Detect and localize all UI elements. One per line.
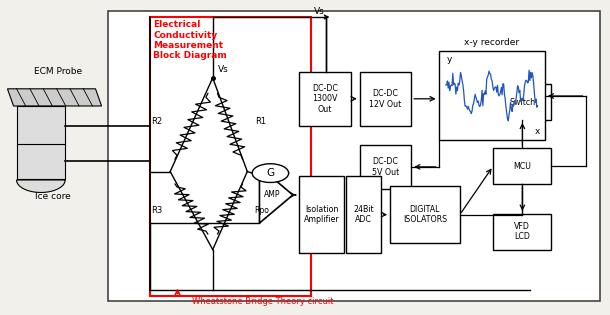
Text: R2: R2 [151,117,162,126]
Polygon shape [259,167,293,223]
Text: y: y [447,54,452,64]
Text: Wheatstone Bridge Theory circuit: Wheatstone Bridge Theory circuit [192,297,333,306]
Bar [439,51,545,140]
Bar [346,176,381,253]
Text: Vs: Vs [314,7,325,16]
Text: G: G [267,168,274,178]
Text: DC-DC
1300V
Out: DC-DC 1300V Out [312,84,338,114]
Text: Switch: Switch [509,98,535,106]
Polygon shape [16,180,65,192]
Text: Ice core: Ice core [35,192,71,201]
Text: ECM Probe: ECM Probe [34,67,82,76]
Bar [150,17,311,296]
Text: R1: R1 [255,117,266,126]
Bar [299,72,351,126]
Bar [107,11,600,301]
Circle shape [252,164,289,182]
Text: DC-DC
5V Out: DC-DC 5V Out [372,157,399,177]
Text: 24Bit
ADC: 24Bit ADC [353,205,374,224]
Text: Electrical
Conductivity
Measurement
Block Diagram: Electrical Conductivity Measurement Bloc… [153,20,227,60]
Text: VFD
LCD: VFD LCD [514,222,530,241]
Bar [16,144,65,179]
Text: Rpo: Rpo [254,206,269,215]
Text: x-y recorder: x-y recorder [464,38,519,47]
Text: x: x [534,127,540,136]
Bar [493,214,551,249]
Text: DIGITAL
ISOLATORS: DIGITAL ISOLATORS [403,205,447,224]
Text: MCU: MCU [513,162,531,171]
Bar [360,72,411,126]
Text: Vs: Vs [218,65,228,74]
Bar [390,186,460,243]
Text: Isolation
Amplifier: Isolation Amplifier [304,205,340,224]
Bar [493,84,551,120]
Text: AMP: AMP [264,191,281,199]
Text: R3: R3 [151,206,162,215]
Bar [16,106,65,145]
Text: DC-DC
12V Out: DC-DC 12V Out [369,89,401,109]
Bar [493,148,551,184]
Bar [299,176,345,253]
Polygon shape [7,89,102,106]
Bar [360,145,411,189]
